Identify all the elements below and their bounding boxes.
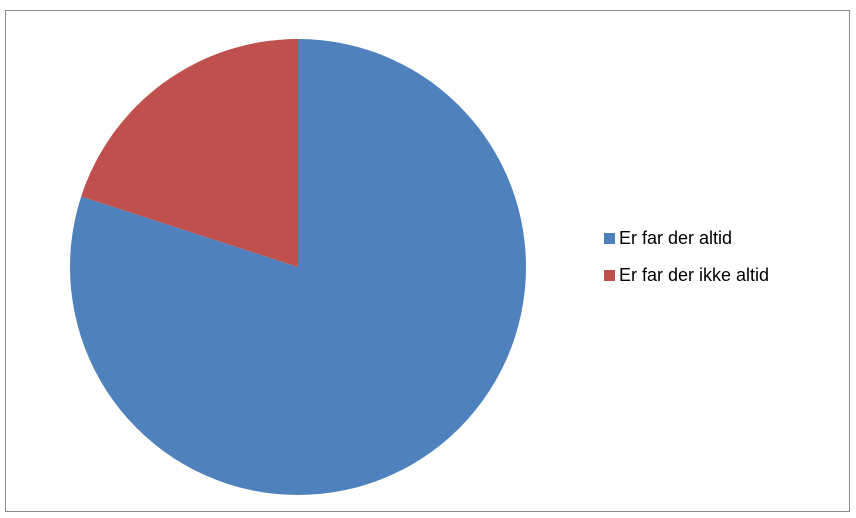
pie-slice-1 [81,39,298,267]
legend-item-0: Er far der altid [604,228,769,248]
pie-slices [69,39,526,495]
legend-swatch-1 [604,269,615,281]
legend-item-1: Er far der ikke altid [604,265,769,285]
legend-label-0: Er far der altid [619,228,733,248]
legend-label-1: Er far der ikke altid [619,265,770,285]
legend-swatch-0 [604,232,615,244]
pie-slice-0 [69,39,526,495]
legend: Er far der altid Er far der ikke altid [604,228,769,302]
